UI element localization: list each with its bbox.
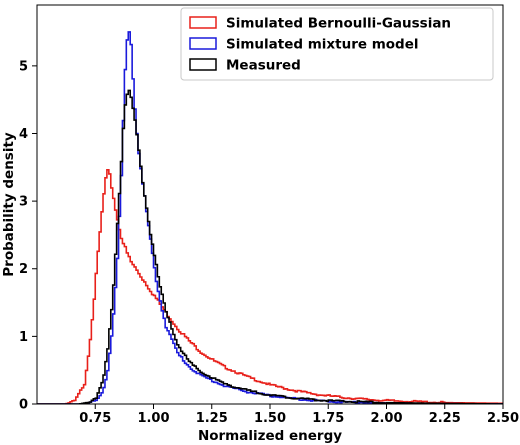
y-tick-label: 2 — [19, 262, 28, 277]
legend-box — [180, 7, 494, 81]
legend-swatch — [189, 16, 217, 29]
series-line-3 — [37, 89, 503, 404]
legend-label: Measured — [226, 58, 301, 74]
y-tick-label: 3 — [19, 195, 28, 210]
x-tick-label: 1.25 — [196, 411, 228, 426]
x-tick-label: 2.50 — [487, 411, 519, 426]
x-tick-label: 0.75 — [79, 411, 111, 426]
y-tick-label: 5 — [19, 59, 28, 74]
y-axis-label: Probability density — [1, 132, 17, 277]
ticks-layer: 0.75 1.00 1.25 1.50 1.75 2.00 2.25 2.50 0 1 2 3 4 5 — [19, 59, 519, 426]
y-tick-label: 0 — [19, 398, 28, 413]
y-tick-label: 1 — [19, 330, 28, 345]
x-tick-label: 2.00 — [370, 411, 402, 426]
x-tick-label: 1.00 — [137, 411, 169, 426]
series-line-1 — [37, 169, 503, 404]
legend-label: Simulated Bernoulli-Gaussian — [226, 16, 451, 32]
legend-swatch — [189, 37, 217, 50]
legend-label: Simulated mixture model — [226, 37, 419, 53]
x-tick-label: 1.50 — [254, 411, 286, 426]
x-tick-label: 2.25 — [429, 411, 461, 426]
y-tick-label: 4 — [19, 127, 28, 142]
x-tick-label: 1.75 — [312, 411, 344, 426]
legend: Simulated Bernoulli-Gaussian Simulated mi… — [180, 7, 494, 81]
x-axis-label: Normalized energy — [198, 428, 342, 444]
legend-entries: Simulated Bernoulli-Gaussian Simulated mi… — [189, 16, 451, 74]
legend-swatch — [189, 58, 217, 71]
series-layer — [37, 31, 503, 404]
